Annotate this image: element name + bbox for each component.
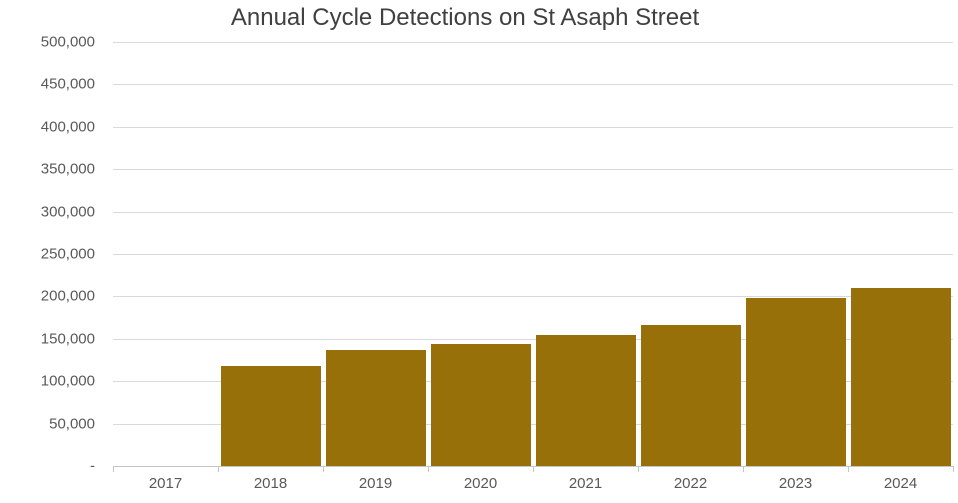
gridline-50000 bbox=[113, 423, 953, 425]
chart-title: Annual Cycle Detections on St Asaph Stre… bbox=[230, 4, 700, 31]
y-axis-label-350000: 350,000 bbox=[40, 160, 95, 178]
y-axis-label-0: - bbox=[90, 457, 95, 475]
x-axis-label-2021: 2021 bbox=[568, 475, 603, 492]
x-axis-label-2017: 2017 bbox=[148, 475, 183, 492]
x-axis-label-2020: 2020 bbox=[463, 475, 498, 492]
bar-2021 bbox=[535, 335, 636, 466]
x-axis-tick bbox=[638, 466, 639, 472]
bar-2022 bbox=[640, 325, 741, 466]
y-axis-label-450000: 450,000 bbox=[40, 75, 95, 93]
gridline-350000 bbox=[113, 169, 953, 171]
gridline-150000 bbox=[113, 338, 953, 340]
gridline-300000 bbox=[113, 211, 953, 213]
y-axis-label-250000: 250,000 bbox=[40, 245, 95, 263]
x-axis-tick bbox=[428, 466, 429, 472]
x-axis-tick bbox=[113, 466, 114, 472]
x-axis-label-2023: 2023 bbox=[778, 475, 813, 492]
x-axis-tick bbox=[218, 466, 219, 472]
bar-2020 bbox=[430, 343, 531, 466]
gridline-250000 bbox=[113, 254, 953, 255]
x-axis-tick bbox=[953, 466, 954, 472]
bar-2019 bbox=[325, 349, 426, 466]
y-axis-label-200000: 200,000 bbox=[40, 287, 95, 305]
y-axis-label-50000: 50,000 bbox=[49, 415, 95, 433]
y-axis-label-500000: 500,000 bbox=[40, 33, 95, 51]
x-axis-label-2019: 2019 bbox=[358, 475, 393, 492]
bar-2024 bbox=[850, 287, 951, 466]
x-axis-label-2022: 2022 bbox=[673, 475, 708, 492]
y-axis-label-150000: 150,000 bbox=[40, 330, 95, 348]
plot-area bbox=[113, 42, 953, 466]
gridline-450000 bbox=[113, 84, 953, 86]
x-axis-tick bbox=[323, 466, 324, 472]
x-axis-label-2024: 2024 bbox=[883, 475, 918, 492]
y-axis-label-300000: 300,000 bbox=[40, 203, 95, 221]
y-axis-label-400000: 400,000 bbox=[40, 118, 95, 136]
gridline-100000 bbox=[113, 381, 953, 383]
x-axis-tick bbox=[743, 466, 744, 472]
gridline-200000 bbox=[113, 296, 953, 298]
x-axis-label-2018: 2018 bbox=[253, 475, 288, 492]
gridline-500000 bbox=[113, 42, 953, 43]
x-axis-tick bbox=[533, 466, 534, 472]
bar-2018 bbox=[220, 365, 321, 466]
y-axis-label-100000: 100,000 bbox=[40, 372, 95, 390]
gridline-400000 bbox=[113, 126, 953, 128]
bar-2023 bbox=[745, 298, 846, 466]
x-axis-tick bbox=[848, 466, 849, 472]
